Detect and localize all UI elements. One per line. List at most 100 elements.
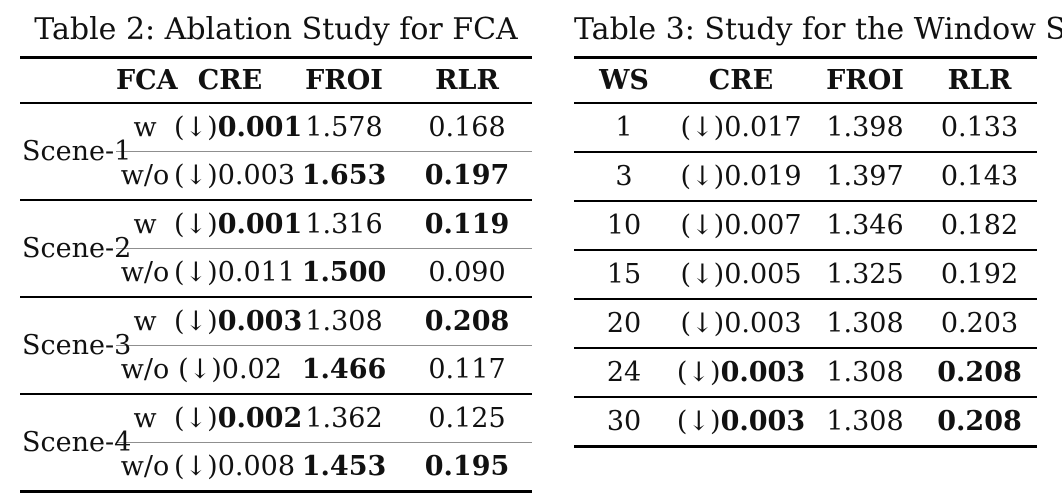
t2-cre-cell: (↓)0.003 (174, 297, 302, 346)
t2-fca-cell: w (116, 103, 174, 152)
down-arrow-prefix: (↓) (174, 306, 218, 337)
table2-ablation-study-fca: FCA CRE FROI RLR Scene-1 w (↓)0.001 1.57… (20, 56, 532, 493)
t2-header-rlr: RLR (402, 57, 532, 104)
table-row: 10 (↓)0.007 1.346 0.182 (574, 201, 1037, 251)
t3-froi-cell: 1.308 (808, 299, 922, 349)
t2-froi-cell: 1.453 (301, 451, 387, 482)
t2-fca-cell: w/o (116, 248, 174, 298)
down-arrow-prefix: (↓) (178, 354, 222, 385)
t3-ws-cell: 3 (574, 152, 674, 202)
down-arrow-prefix: (↓) (680, 112, 725, 143)
t2-rlr-cell: 0.125 (402, 394, 532, 443)
t2-scene-label: Scene-3 (20, 297, 131, 395)
t2-cre-value: 0.02 (221, 354, 282, 385)
t2-froi-cell: 1.653 (286, 151, 402, 201)
t3-rlr-cell: 0.182 (922, 201, 1037, 251)
t3-rlr-cell: 0.208 (937, 406, 1022, 437)
t3-cre-cell: (↓)0.007 (674, 201, 808, 251)
t3-froi-cell: 1.398 (808, 103, 922, 153)
table-row: 20 (↓)0.003 1.308 0.203 (574, 299, 1037, 349)
t2-rlr-cell: 0.119 (402, 200, 532, 249)
t2-scene-label: Scene-4 (22, 427, 132, 458)
t2-cre-value: 0.002 (217, 403, 303, 434)
t3-cre-cell: (↓)0.003 (674, 348, 808, 398)
t3-ws-cell: 20 (574, 299, 674, 349)
t2-fca-cell: w (116, 297, 174, 346)
t3-cre-value: 0.007 (724, 210, 802, 241)
table3-block: Table 3: Study for the Window Size WS CR… (574, 8, 1062, 448)
t2-scene-label: Scene-1 (20, 103, 131, 201)
t3-cre-cell: (↓)0.003 (674, 397, 808, 447)
down-arrow-prefix: (↓) (676, 406, 721, 437)
table-row: Scene-3 w (↓)0.003 1.308 0.208 (20, 297, 532, 395)
table-row: 3 (↓)0.019 1.397 0.143 (574, 152, 1037, 202)
t3-cre-value: 0.003 (720, 357, 806, 388)
table2-caption: Table 2: Ablation Study for FCA (34, 12, 518, 47)
t3-ws-cell: 24 (574, 348, 674, 398)
t3-ws-cell: 10 (574, 201, 674, 251)
t3-froi-cell: 1.308 (808, 348, 922, 398)
t2-cre-cell: (↓)0.003 (174, 151, 295, 201)
t3-ws-cell: 15 (574, 250, 674, 300)
down-arrow-prefix: (↓) (174, 209, 218, 240)
table-row: w/o (↓)0.008 1.453 0.195 (20, 443, 532, 492)
t3-ws-cell: 30 (606, 406, 642, 437)
down-arrow-prefix: (↓) (174, 112, 218, 143)
t3-froi-cell: 1.397 (808, 152, 922, 202)
t2-header-row: FCA CRE FROI RLR (20, 57, 532, 104)
t3-cre-cell: (↓)0.017 (674, 103, 808, 153)
t2-cre-value: 0.001 (217, 112, 303, 143)
t2-cre-value: 0.011 (217, 257, 295, 288)
table-row: w/o (↓)0.003 1.653 0.197 (20, 151, 532, 201)
t2-header-froi: FROI (286, 57, 402, 104)
t2-froi-cell: 1.466 (286, 345, 402, 395)
table2-block: Table 2: Ablation Study for FCA FCA CRE … (20, 8, 532, 493)
table-row: 15 (↓)0.005 1.325 0.192 (574, 250, 1037, 300)
table-row: 1 (↓)0.017 1.398 0.133 (574, 103, 1037, 153)
down-arrow-prefix: (↓) (680, 210, 725, 241)
table-row: w/o (↓)0.011 1.500 0.090 (20, 248, 532, 298)
t2-corner-cell (20, 57, 116, 104)
t2-fca-cell: w/o (116, 151, 174, 201)
table3-caption: Table 3: Study for the Window Size (574, 12, 1062, 47)
down-arrow-prefix: (↓) (680, 259, 725, 290)
t3-header-cre: CRE (674, 57, 808, 104)
t2-froi-cell: 1.308 (286, 297, 402, 346)
t2-cre-value: 0.001 (217, 209, 303, 240)
table-row: 30 (↓)0.003 1.308 0.208 (574, 397, 1037, 447)
t3-header-ws: WS (574, 57, 674, 104)
t2-cre-cell: (↓)0.011 (174, 248, 295, 298)
t3-froi-cell: 1.346 (808, 201, 922, 251)
t2-cre-cell: (↓)0.02 (174, 345, 286, 395)
t2-froi-cell: 1.316 (286, 200, 402, 249)
table-row: Scene-4 w (↓)0.002 1.362 0.125 (20, 394, 532, 458)
t3-cre-cell: (↓)0.019 (674, 152, 808, 202)
t3-header-froi: FROI (808, 57, 922, 104)
t2-fca-cell: w/o (120, 451, 170, 482)
t3-rlr-cell: 0.208 (922, 348, 1037, 398)
t2-froi-cell: 1.500 (286, 248, 402, 298)
t3-rlr-cell: 0.203 (922, 299, 1037, 349)
t3-froi-cell: 1.308 (826, 406, 904, 437)
table-row: w/o (↓)0.02 1.466 0.117 (20, 345, 532, 395)
t3-rlr-cell: 0.143 (922, 152, 1037, 202)
t3-cre-value: 0.019 (724, 161, 802, 192)
t3-cre-cell: (↓)0.003 (674, 299, 808, 349)
t3-rlr-cell: 0.192 (922, 250, 1037, 300)
t2-fca-cell: w (116, 394, 174, 443)
t3-cre-value: 0.017 (724, 112, 802, 143)
t2-cre-cell: (↓)0.001 (174, 200, 302, 249)
t2-cre-value: 0.008 (217, 451, 295, 482)
t2-cre-cell: (↓)0.008 (174, 443, 295, 492)
table-row: 24 (↓)0.003 1.308 0.208 (574, 348, 1037, 398)
t2-rlr-cell: 0.208 (402, 297, 532, 346)
t2-header-fca: FCA (116, 57, 178, 104)
t3-header-rlr: RLR (922, 57, 1037, 104)
t2-rlr-cell: 0.168 (402, 103, 532, 152)
t3-cre-cell: (↓)0.005 (674, 250, 808, 300)
table-row: Scene-1 w (↓)0.001 1.578 0.168 (20, 103, 532, 201)
down-arrow-prefix: (↓) (676, 357, 721, 388)
t2-cre-value: 0.003 (217, 160, 295, 191)
t3-cre-value: 0.003 (724, 308, 802, 339)
